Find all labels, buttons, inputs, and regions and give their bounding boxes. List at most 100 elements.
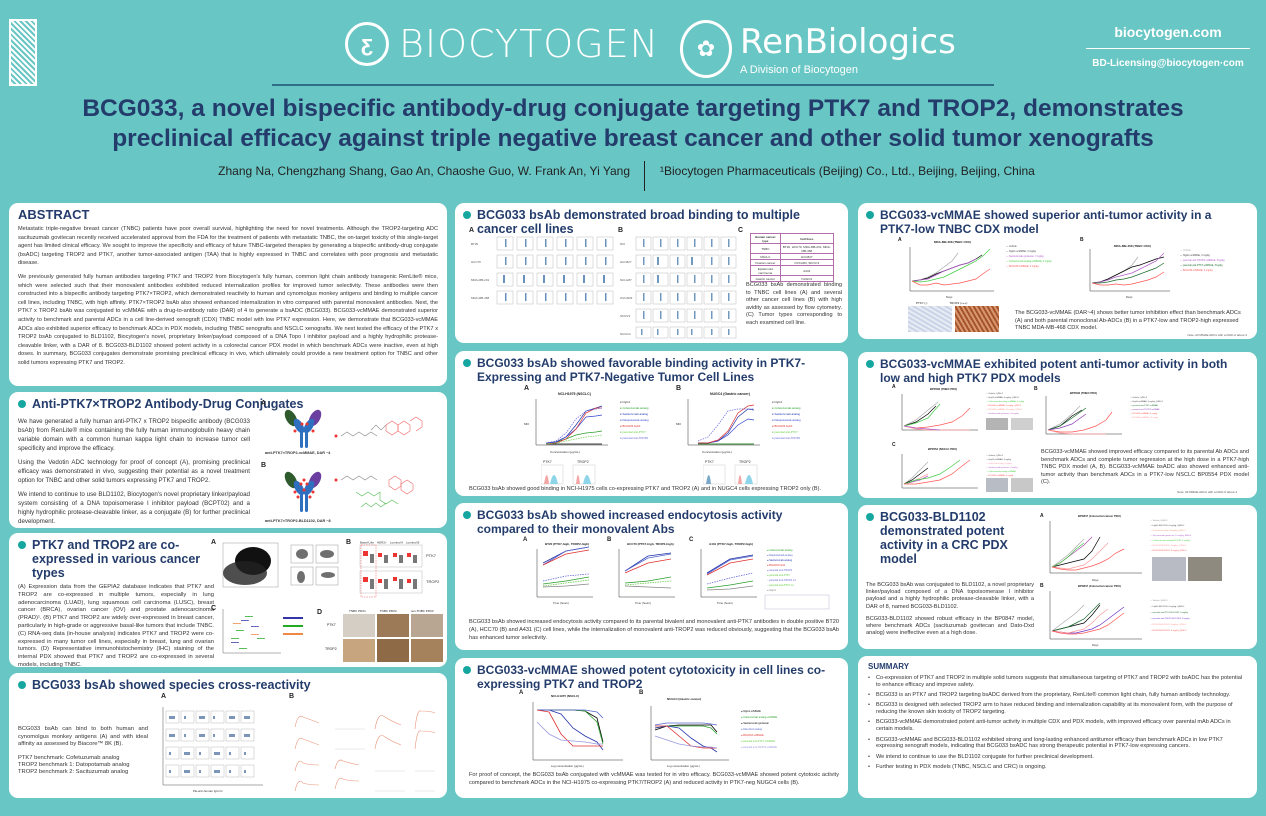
svg-text:— Cofetuzumab-analog-vcMMAE: — Cofetuzumab-analog-vcMMAE — [986, 470, 1016, 473]
benchmark-item: TROP2 benchmark 1: Datopotamab analog — [18, 761, 130, 768]
ihc-image — [377, 639, 409, 662]
svg-text:● Datopotamab-analog: ● Datopotamab-analog — [620, 418, 649, 422]
cross-figure-a: A PE-anti-human IgG Fc — [157, 693, 275, 795]
scatter-plot-icon — [222, 542, 339, 588]
qr-code-icon[interactable] — [9, 19, 37, 86]
svg-text:— Vehicle: — Vehicle — [1006, 245, 1017, 248]
svg-text:— Vehicle, Q4W×2: — Vehicle, Q4W×2 — [1150, 599, 1168, 602]
svg-text:● parental anti-PTK7-vcMMAE: ● parental anti-PTK7-vcMMAE — [741, 740, 775, 743]
renbiologics-logo: ✿ RenBiologics A Division of Biocytogen — [680, 20, 956, 78]
tumor-type-table: Human cancer type Cell lines TNBC BT20, HC… — [750, 233, 835, 282]
svg-text:● Cofetuzumab analog-vcMMAE: ● Cofetuzumab analog-vcMMAE — [741, 716, 777, 719]
bullet-dot-icon — [18, 400, 26, 408]
svg-text:— BCG033-vcMMAE, 3 mg/kg: — BCG033-vcMMAE, 3 mg/kg — [1180, 269, 1213, 272]
ihc-label: PTK7 (-) — [916, 301, 928, 305]
svg-text:B: B — [607, 537, 612, 543]
pdx-heading: BCG033-vcMMAE exhibited potent anti-tumo… — [866, 357, 1249, 385]
svg-text:NUGC4 (Gastric cancer): NUGC4 (Gastric cancer) — [667, 697, 701, 701]
summary-item-text: BCG033 is an PTK7 and TROP2 targeting bs… — [876, 692, 1231, 699]
crc-charts: A B BP0847 (Colorectal cancer PDX) BP0847 … — [1038, 511, 1254, 647]
fig-label: D — [317, 609, 323, 616]
svg-text:Time (hours): Time (hours) — [717, 601, 733, 605]
ihc-column-labels: TNBC PDX1 TNBC PDX2 non-TNBC PDX3 — [349, 609, 434, 613]
fig-label: B — [676, 385, 682, 392]
email-link[interactable]: BD-Licensing@biocytogen·com — [1092, 58, 1244, 69]
svg-text:B: B — [1034, 386, 1038, 392]
svg-text:● hIgG1: ● hIgG1 — [620, 400, 631, 404]
ihc-col-label: TNBC PDX1 — [349, 609, 366, 613]
fig-label: A — [261, 400, 267, 407]
summary-item: • Further testing in PDX models (TNBC, NS… — [868, 763, 1047, 770]
svg-text:▬▬▬: ▬▬▬ — [236, 629, 244, 632]
cytotoxicity-panel: BCG033-vcMMAE showed potent cytotoxicity… — [455, 658, 848, 798]
svg-text:▬▬▬: ▬▬▬ — [231, 641, 239, 644]
favorable-chart-b: NUGC4 (Gastric cancer) ● hIgG1 ● Cofetuzu… — [672, 389, 832, 459]
svg-text:Log concentration (μg/mL): Log concentration (μg/mL) — [667, 764, 700, 768]
pdx-charts: A B C BP0593 (TNBC PDX) BP0593 (TNBC PDX) BP… — [890, 382, 1250, 496]
cdx-heading: BCG033-vcMMAE showed superior anti-tumor… — [866, 208, 1249, 236]
pdx-note: Note: All MMAE-ADCs with a DAR of about … — [1177, 490, 1237, 494]
website-link[interactable]: biocytogen.com — [1086, 24, 1250, 49]
crc-paragraph-1: The BCG033 bsAb was conjugated to BLD110… — [866, 582, 1034, 610]
svg-text:— hIgG1-vcMMAE, 6 mg/kg: — hIgG1-vcMMAE, 6 mg/kg — [986, 458, 1011, 461]
favorable-binding-body: BCG033 bsAb showed good binding in NCI-H… — [469, 486, 822, 492]
svg-text:● Sacituzumab-analog: ● Sacituzumab-analog — [767, 559, 793, 562]
svg-text:SKOV3: SKOV3 — [620, 314, 630, 318]
ihc-image — [411, 639, 443, 662]
svg-text:PTK7: PTK7 — [705, 460, 714, 464]
summary-item-text: BCG033-vcMMAE and BCG033-BLD1102 exhibit… — [876, 736, 1223, 750]
fig-label: B — [289, 693, 295, 700]
ihc-image — [343, 639, 375, 662]
svg-text:HCC827: HCC827 — [620, 260, 632, 264]
svg-text:— parental anti-PTK7-vcMMAE, 3: — parental anti-PTK7-vcMMAE, 3mg/kg — [1180, 264, 1223, 267]
svg-text:— hIgG1-BLD1102, 6 mg/kg, Q4W×: — hIgG1-BLD1102, 6 mg/kg, Q4W×2 — [1150, 605, 1185, 608]
summary-item: • Co-expression of PTK7 and TROP2 in mult… — [868, 675, 1243, 688]
ihc-image — [377, 614, 409, 637]
benchmark-item: TROP2 benchmark 2: Sacituzumab analog — [18, 768, 129, 775]
svg-text:BP0593 (TNBC PDX): BP0593 (TNBC PDX) — [1070, 391, 1097, 395]
summary-item-text: Co-expression of PTK7 and TROP2 in multi… — [876, 675, 1243, 688]
adc-heading: Anti-PTK7×TROP2 Antibody-Drug Conjugates — [18, 397, 438, 411]
abstract-panel: ABSTRACT Metastatic triple-negative brea… — [9, 203, 447, 386]
endocytosis-heading-text: BCG033 bsAb showed increased endocytosis… — [477, 508, 783, 536]
adc-heading-text: Anti-PTK7×TROP2 Antibody-Drug Conjugates — [32, 397, 304, 411]
favorable-binding-heading-text: BCG033 bsAb showed favorable binding act… — [477, 356, 806, 384]
title-line-1: BCG033, a novel bispecific antibody-drug… — [82, 95, 1184, 122]
svg-text:— Vehicle, Q4W×2: — Vehicle, Q4W×2 — [986, 454, 1004, 457]
crc-heading: BCG033-BLD1102 demonstrated potent activ… — [866, 510, 1024, 566]
flow-histogram-grid-b-icon: NCI HCC827 NCI-H87 OVCAR3 SKOV3 NUGC4 — [620, 236, 737, 339]
bullet-dot-icon — [463, 359, 471, 367]
fig-label: C — [211, 605, 217, 612]
cytotoxicity-charts: A B NCI-H1975 (NSCLC) NUGC4 (Gastric cance… — [519, 688, 839, 770]
svg-text:MDA-MB-468 (TNBC CDX): MDA-MB-468 (TNBC CDX) — [1114, 244, 1151, 248]
svg-text:● BCG033 bsAb: ● BCG033 bsAb — [620, 424, 641, 428]
svg-text:● parental anti-TROP2: ● parental anti-TROP2 — [767, 569, 793, 572]
coexpression-panel: PTK7 and TROP2 are co-expressed in vario… — [9, 533, 447, 667]
svg-text:— BCG033-BLD1102, 6 mg/kg, Q4W: — BCG033-BLD1102, 6 mg/kg, Q4W×2 — [1150, 549, 1187, 552]
svg-text:▬▬▬: ▬▬▬ — [233, 622, 241, 625]
svg-text:— BCG033-vcMMAE, 3 mg/kg, Q4W×: — BCG033-vcMMAE, 3 mg/kg, Q4W×2 — [986, 404, 1022, 407]
ihc-col-label: non-TNBC PDX3 — [410, 609, 434, 613]
svg-text:HCC70: HCC70 — [471, 260, 481, 264]
ihc-label: TROP2 (+++) — [949, 301, 968, 305]
renbiologics-subtitle: A Division of Biocytogen — [740, 64, 859, 76]
svg-text:PTK7: PTK7 — [426, 553, 437, 558]
ihc-image-trop2 — [955, 306, 999, 332]
summary-item: • BCG033-vcMMAE demonstrated potent anti-… — [868, 719, 1231, 733]
coexpression-body: (A) Expression data from the GEPIA2 data… — [18, 584, 214, 667]
svg-text:BP0593 (TNBC PDX): BP0593 (TNBC PDX) — [930, 387, 957, 391]
svg-text:C: C — [689, 537, 694, 543]
coexpression-figure-c: C ▬▬▬ ▬▬▬ ▬▬▬ ▬▬▬ ▬▬▬ ▬▬▬ ▬▬▬ ▬▬▬ ▬▬▬ ▬▬▬ — [211, 605, 311, 663]
svg-text:A: A — [892, 384, 896, 390]
fig-label: B — [261, 462, 267, 469]
biocytogen-logo-icon: ƹ — [345, 22, 389, 66]
ihc-row-label: PTK7 — [327, 623, 336, 627]
svg-text:B: B — [1040, 583, 1044, 589]
summary-item-text: BCG033 is designed with selected TROP2 a… — [876, 702, 1233, 716]
svg-text:● BCG033 bsAb: ● BCG033 bsAb — [772, 424, 793, 428]
broad-binding-heading: BCG033 bsAb demonstrated broad binding t… — [463, 208, 840, 236]
flow-grid-icon: PE-anti-human IgG Fc — [162, 707, 263, 793]
binding-body: BCG033 bsAb demonstrated binding to TNBC… — [746, 282, 842, 326]
svg-text:Days: Days — [946, 295, 953, 299]
favorable-binding-heading: BCG033 bsAb showed favorable binding act… — [463, 356, 840, 384]
